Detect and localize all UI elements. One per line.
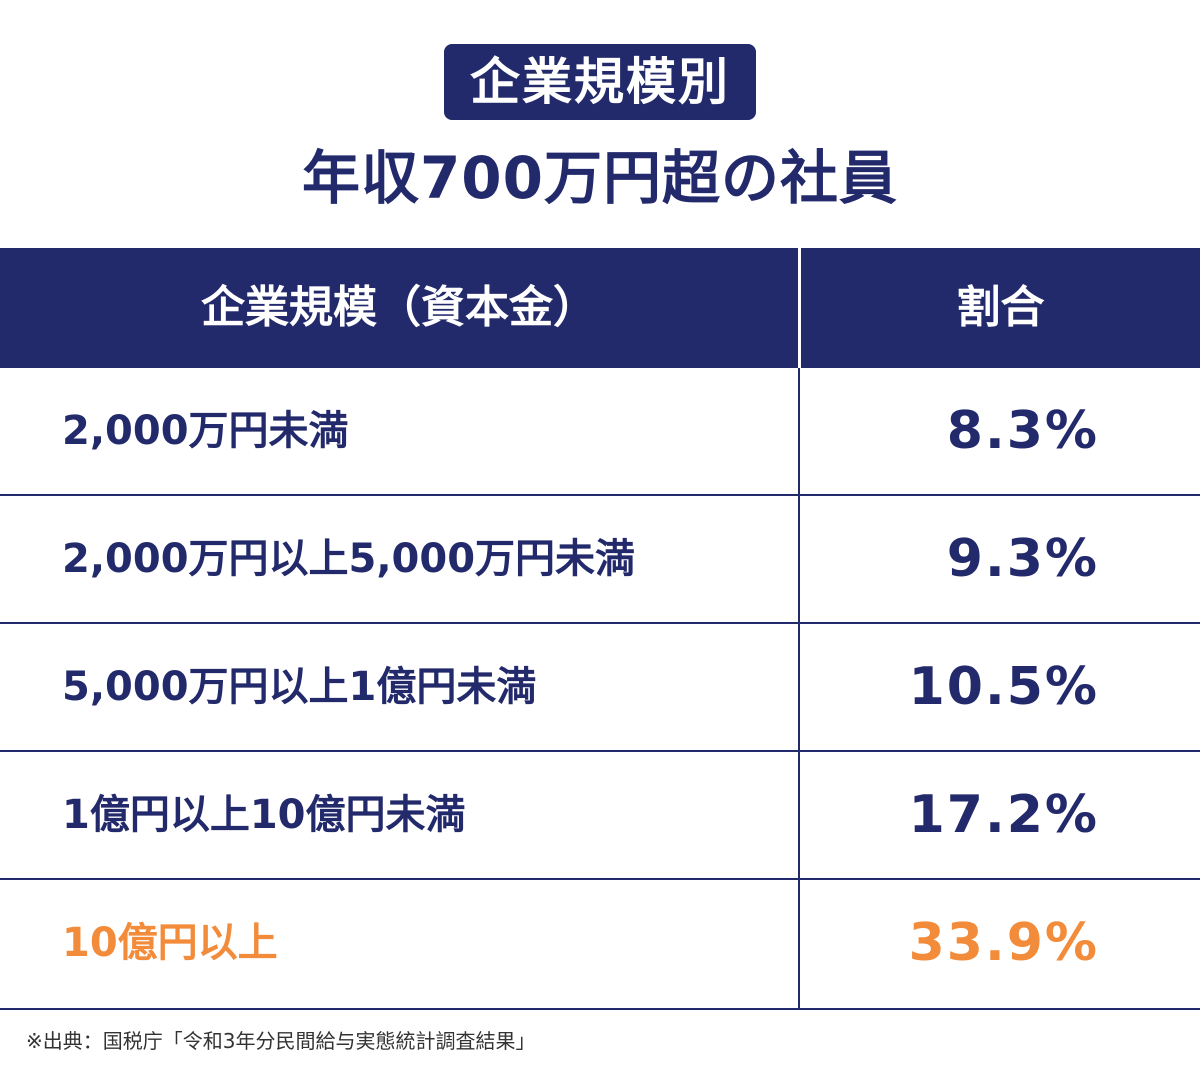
header-divider	[798, 248, 801, 368]
data-table: 企業規模（資本金） 割合 2,000万円未満 8.3% 2,000万円以上5,000…	[0, 248, 1200, 1010]
page-title: 年収700万円超の社員	[301, 144, 899, 212]
badge-wrapper: 企業規模別	[0, 44, 1200, 120]
row-ratio-value: 10.5%	[908, 657, 1099, 717]
column-header-company-size: 企業規模（資本金）	[201, 282, 597, 333]
table-row: 10億円以上 33.9%	[0, 880, 1200, 1006]
row-category-label: 5,000万円以上1億円未満	[62, 664, 537, 710]
row-ratio-value: 8.3%	[946, 401, 1099, 461]
column-header-ratio: 割合	[956, 282, 1045, 333]
row-ratio-value: 33.9%	[908, 913, 1099, 973]
row-category-label: 10億円以上	[62, 920, 278, 966]
row-category-label: 1億円以上10億円未満	[62, 792, 466, 838]
table-row: 2,000万円以上5,000万円未満 9.3%	[0, 496, 1200, 624]
badge-label: 企業規模別	[444, 44, 756, 120]
source-note: ※出典：国税庁「令和3年分民間給与実態統計調査結果」	[26, 1029, 536, 1053]
row-category-label: 2,000万円以上5,000万円未満	[62, 536, 636, 582]
row-ratio-value: 17.2%	[908, 785, 1099, 845]
row-category-label: 2,000万円未満	[62, 408, 349, 454]
table-row: 1億円以上10億円未満 17.2%	[0, 752, 1200, 880]
table-row: 5,000万円以上1億円未満 10.5%	[0, 624, 1200, 752]
table-row: 2,000万円未満 8.3%	[0, 368, 1200, 496]
column-divider	[798, 368, 800, 1008]
table-body: 2,000万円未満 8.3% 2,000万円以上5,000万円未満 9.3% 5,000…	[0, 368, 1200, 1006]
row-ratio-value: 9.3%	[946, 529, 1099, 589]
table-header: 企業規模（資本金） 割合	[0, 248, 1200, 368]
